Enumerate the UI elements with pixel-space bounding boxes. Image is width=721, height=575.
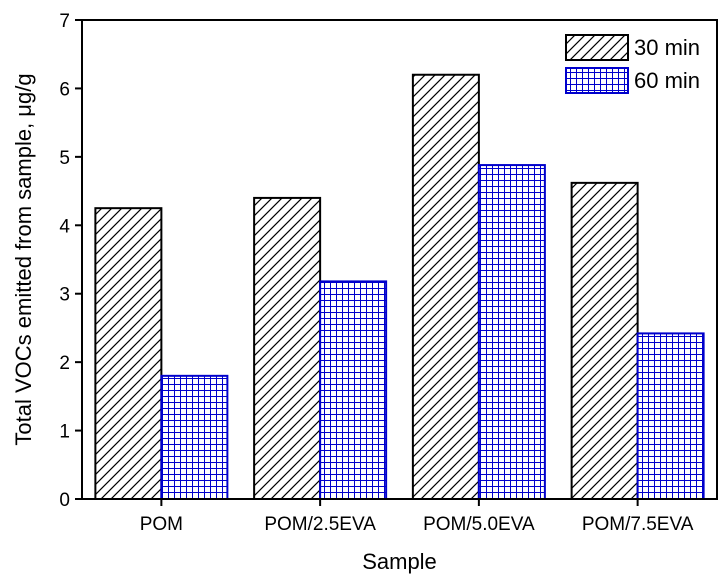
- bar-60min: [160, 374, 229, 501]
- bar-30min: [411, 73, 480, 500]
- y-tick-label: 2: [59, 353, 70, 374]
- x-tick-label: POM/2.5EVA: [264, 514, 376, 535]
- x-tick-label: POM/5.0EVA: [423, 514, 535, 535]
- legend-swatch: [565, 67, 629, 94]
- x-axis-label: Sample: [362, 549, 437, 574]
- legend-label: 60 min: [634, 68, 700, 93]
- bar-30min: [570, 181, 639, 501]
- y-tick-label: 0: [59, 490, 70, 511]
- legend-label: 30 min: [634, 35, 700, 60]
- legend: 30 min 60 min: [565, 34, 700, 94]
- x-tick-label: POM: [140, 514, 183, 535]
- bar-60min: [636, 332, 705, 500]
- bar-30min: [94, 207, 163, 501]
- x-axis-ticks: POM POM/2.5EVA POM/5.0EVA POM/7.5EVA: [140, 499, 694, 535]
- y-tick-label: 4: [59, 216, 70, 237]
- y-tick-label: 1: [59, 422, 70, 443]
- y-tick-label: 5: [59, 148, 70, 169]
- plot-frame: [81, 19, 718, 500]
- bars: [94, 73, 705, 501]
- y-tick-label: 3: [59, 285, 70, 306]
- y-tick-label: 6: [59, 79, 70, 100]
- legend-swatch: [565, 34, 629, 61]
- y-axis-label: Total VOCs emitted from sample, μg/g: [11, 73, 36, 445]
- bar-60min: [477, 164, 546, 500]
- y-axis-ticks: 0 1 2 3 4 5 6 7: [59, 11, 82, 511]
- bar-60min: [319, 280, 388, 501]
- x-tick-label: POM/7.5EVA: [582, 514, 694, 535]
- y-tick-label: 7: [59, 11, 70, 32]
- bar-30min: [253, 196, 322, 501]
